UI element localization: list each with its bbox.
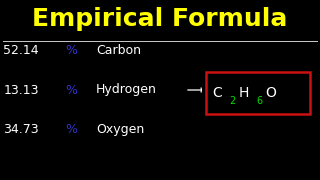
Text: 2: 2: [229, 96, 235, 106]
Text: 13.13: 13.13: [3, 84, 39, 96]
Text: Hydrogen: Hydrogen: [96, 84, 157, 96]
Text: %: %: [66, 123, 77, 136]
Text: Empirical Formula: Empirical Formula: [32, 7, 288, 31]
Text: 52.14: 52.14: [3, 44, 39, 57]
Text: C: C: [212, 86, 222, 100]
Text: %: %: [66, 44, 77, 57]
Bar: [206, 72, 310, 114]
Text: 6: 6: [256, 96, 262, 106]
Text: O: O: [266, 86, 276, 100]
Text: %: %: [66, 84, 77, 96]
Text: Oxygen: Oxygen: [96, 123, 144, 136]
Text: 34.73: 34.73: [3, 123, 39, 136]
Text: Carbon: Carbon: [96, 44, 141, 57]
Text: H: H: [238, 86, 249, 100]
